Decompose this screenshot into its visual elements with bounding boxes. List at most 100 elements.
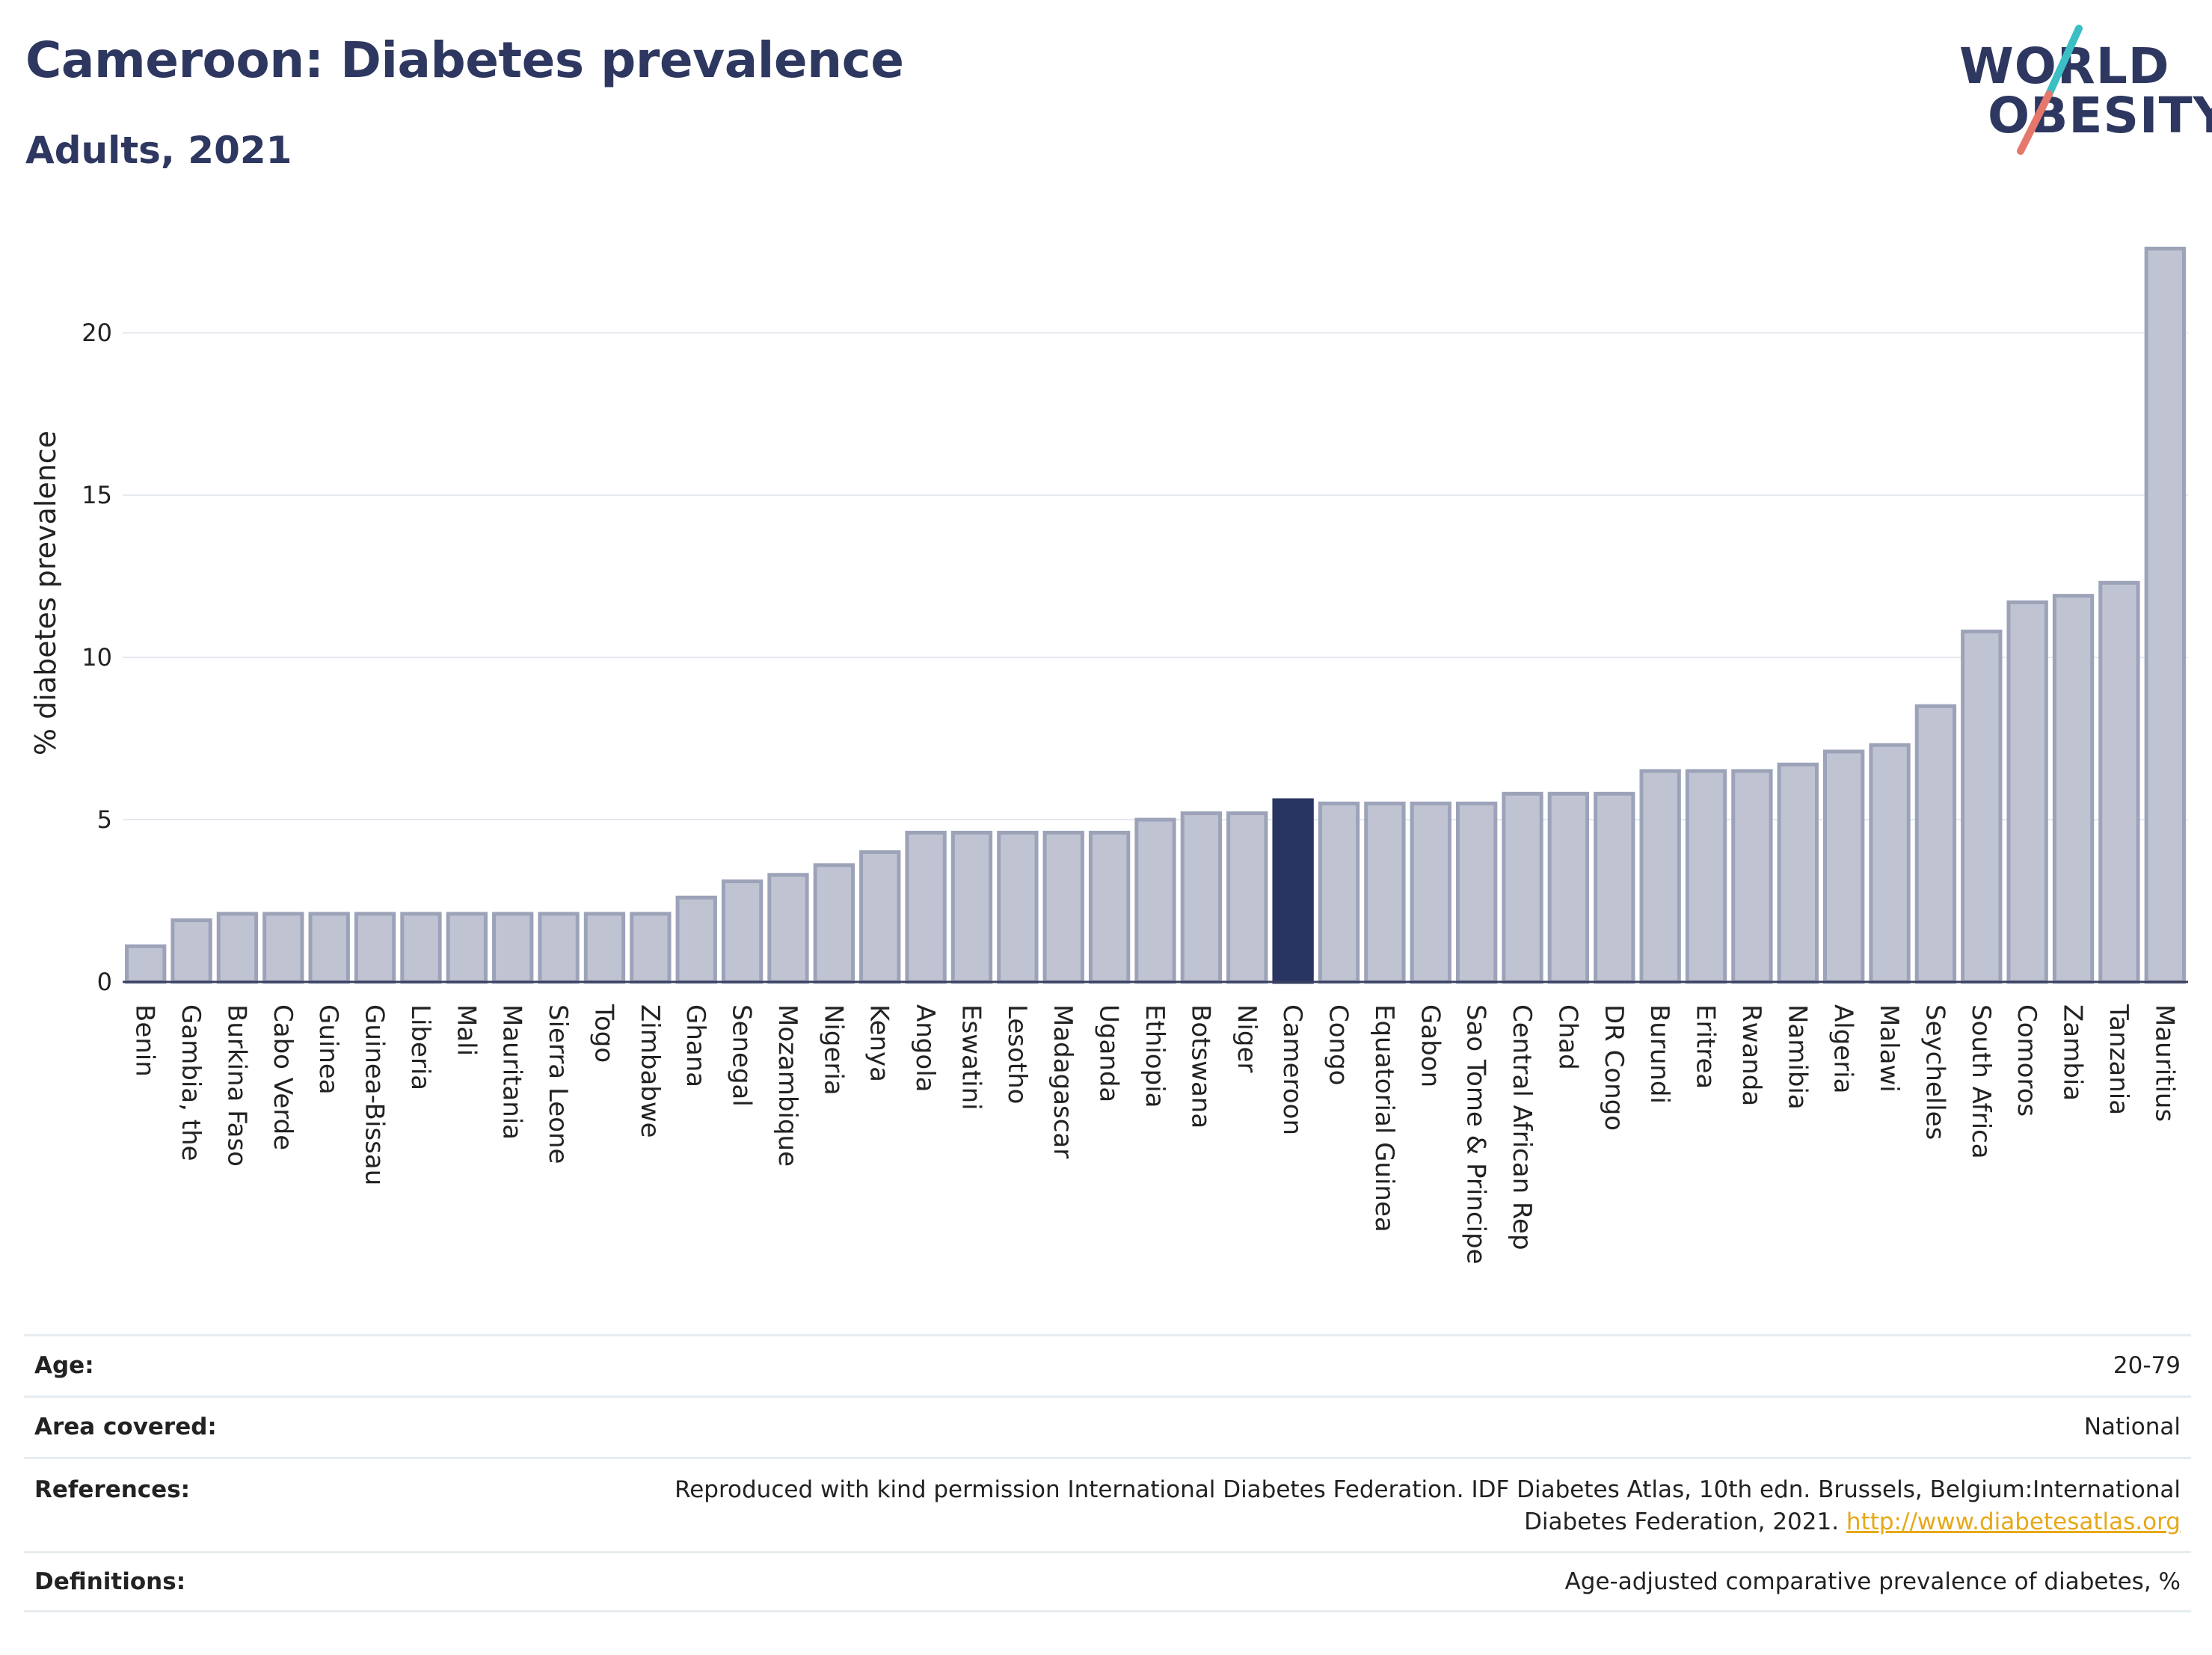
x-tick-label: Togo bbox=[589, 1004, 618, 1063]
bar-malawi bbox=[1869, 743, 1911, 984]
x-tick-label: Algeria bbox=[1828, 1004, 1858, 1093]
y-tick-label: 5 bbox=[97, 805, 112, 834]
bars bbox=[125, 246, 2186, 984]
x-tick-label: Gambia, the bbox=[176, 1004, 206, 1161]
bar-guinea-bissau bbox=[354, 912, 396, 984]
y-tick-label: 15 bbox=[82, 481, 112, 509]
x-tick-label: Ghana bbox=[681, 1004, 710, 1087]
x-tick-label: Lesotho bbox=[1002, 1004, 1032, 1104]
x-tick-label: Congo bbox=[1324, 1004, 1354, 1085]
area-value: National bbox=[2083, 1413, 2181, 1440]
x-tick-label: DR Congo bbox=[1599, 1004, 1629, 1131]
world-obesity-logo: WORLD OBESITY bbox=[1952, 22, 2212, 157]
bar-algeria bbox=[1823, 749, 1865, 984]
x-tick-label: Uganda bbox=[1094, 1004, 1124, 1102]
bar-madagascar bbox=[1042, 830, 1084, 984]
bar-liberia bbox=[400, 912, 442, 984]
references-text-line-1: Reproduced with kind permission Internat… bbox=[675, 1476, 2181, 1503]
x-tick-label: Angola bbox=[910, 1004, 940, 1092]
footer-row-references: References: Reproduced with kind permiss… bbox=[24, 1457, 2191, 1551]
x-tick-label: Sao Tome & Principe bbox=[1461, 1004, 1491, 1265]
x-tick-label: Cabo Verde bbox=[268, 1004, 298, 1150]
x-tick-label: Mozambique bbox=[772, 1004, 802, 1167]
bar-nigeria bbox=[813, 863, 855, 984]
age-value: 20-79 bbox=[2113, 1352, 2181, 1379]
x-tick-label: Comoros bbox=[2012, 1004, 2042, 1117]
chart-footer: Age: 20-79 Area covered: National Refere… bbox=[24, 1334, 2191, 1612]
x-axis-labels: Benin Gambia, the Burkina Faso Cabo Verde Gu… bbox=[130, 1004, 2180, 1265]
x-tick-label: Mali bbox=[451, 1004, 481, 1056]
x-tick-label: Eritrea bbox=[1691, 1004, 1721, 1089]
bar-botswana bbox=[1180, 811, 1223, 984]
x-tick-label: Mauritania bbox=[497, 1004, 527, 1140]
x-tick-label: Central African Rep bbox=[1507, 1004, 1537, 1250]
bar-sierra-leone bbox=[538, 912, 580, 984]
bar-chad bbox=[1547, 791, 1590, 984]
x-tick-label: Seychelles bbox=[1920, 1004, 1950, 1140]
chart-subtitle: Adults, 2021 bbox=[25, 129, 292, 172]
x-tick-label: Niger bbox=[1232, 1004, 1262, 1072]
bar-eswatini bbox=[950, 830, 993, 984]
y-axis-ticks: 0 5 10 15 20 bbox=[82, 319, 112, 996]
y-tick-label: 20 bbox=[82, 319, 112, 347]
x-tick-label: Ethiopia bbox=[1140, 1004, 1170, 1108]
bar-ghana bbox=[675, 895, 717, 984]
bar-congo bbox=[1318, 801, 1360, 984]
bar-mauritania bbox=[492, 912, 534, 984]
x-tick-label: Zimbabwe bbox=[635, 1004, 665, 1138]
bar-gabon bbox=[1410, 801, 1451, 984]
bar-cameroon bbox=[1272, 798, 1314, 984]
x-tick-label: Tanzania bbox=[2104, 1004, 2133, 1115]
area-label: Area covered: bbox=[34, 1413, 217, 1440]
x-tick-label: Guinea bbox=[313, 1004, 343, 1095]
x-tick-label: Namibia bbox=[1782, 1004, 1812, 1110]
x-tick-label: Chad bbox=[1552, 1004, 1582, 1070]
x-tick-label: Equatorial Guinea bbox=[1369, 1004, 1399, 1232]
bar-zambia bbox=[2052, 594, 2095, 984]
footer-row-age: Age: 20-79 bbox=[24, 1334, 2191, 1395]
x-tick-label: Eswatini bbox=[956, 1004, 986, 1111]
bar-guinea bbox=[308, 912, 350, 984]
references-label: References: bbox=[34, 1476, 191, 1503]
chart-title: Cameroon: Diabetes prevalence bbox=[25, 31, 904, 89]
bar-gambia-the bbox=[170, 918, 212, 984]
bar-mozambique bbox=[767, 873, 809, 984]
bar-equatorial-guinea bbox=[1364, 801, 1406, 984]
x-tick-label: Botswana bbox=[1185, 1004, 1215, 1129]
x-tick-label: Benin bbox=[130, 1004, 160, 1077]
definitions-value: Age-adjusted comparative prevalence of d… bbox=[1564, 1568, 2181, 1595]
bar-kenya bbox=[859, 850, 901, 984]
x-tick-label: Burkina Faso bbox=[221, 1004, 251, 1167]
bar-ethiopia bbox=[1134, 817, 1176, 984]
bar-uganda bbox=[1088, 830, 1131, 984]
x-tick-label: Cameroon bbox=[1277, 1004, 1307, 1135]
bar-chart: 0 5 10 15 20 Benin Gambia, the Burkina Faso Cab… bbox=[29, 246, 2188, 1265]
bar-comoros bbox=[2006, 600, 2048, 984]
bar-mali bbox=[446, 912, 488, 984]
footer-row-definitions: Definitions: Age-adjusted comparative pr… bbox=[24, 1551, 2191, 1612]
x-tick-label: Malawi bbox=[1874, 1004, 1904, 1093]
references-value: Reproduced with kind permission Internat… bbox=[675, 1474, 2181, 1538]
definitions-label: Definitions: bbox=[34, 1568, 186, 1595]
x-tick-label: Rwanda bbox=[1736, 1004, 1766, 1106]
x-tick-label: Zambia bbox=[2058, 1004, 2088, 1101]
x-tick-label: South Africa bbox=[1966, 1004, 1996, 1159]
y-tick-label: 0 bbox=[97, 968, 112, 996]
bar-niger bbox=[1226, 811, 1268, 984]
age-label: Age: bbox=[34, 1352, 94, 1379]
bar-mauritius bbox=[2144, 246, 2186, 984]
references-link[interactable]: http://www.diabetesatlas.org bbox=[1846, 1508, 2181, 1535]
x-tick-label: Kenya bbox=[864, 1004, 894, 1082]
x-tick-label: Mauritius bbox=[2149, 1004, 2179, 1122]
bar-senegal bbox=[721, 879, 764, 984]
x-tick-label: Madagascar bbox=[1048, 1004, 1078, 1158]
y-axis-title: % diabetes prevalence bbox=[29, 431, 62, 755]
x-tick-label: Gabon bbox=[1415, 1004, 1445, 1087]
bar-burundi bbox=[1639, 769, 1681, 984]
bar-eritrea bbox=[1685, 769, 1727, 984]
bar-lesotho bbox=[997, 830, 1039, 984]
x-tick-label: Nigeria bbox=[818, 1004, 848, 1096]
bar-dr-congo bbox=[1594, 791, 1635, 984]
x-tick-label: Sierra Leone bbox=[543, 1004, 573, 1164]
x-tick-label: Liberia bbox=[405, 1004, 435, 1090]
